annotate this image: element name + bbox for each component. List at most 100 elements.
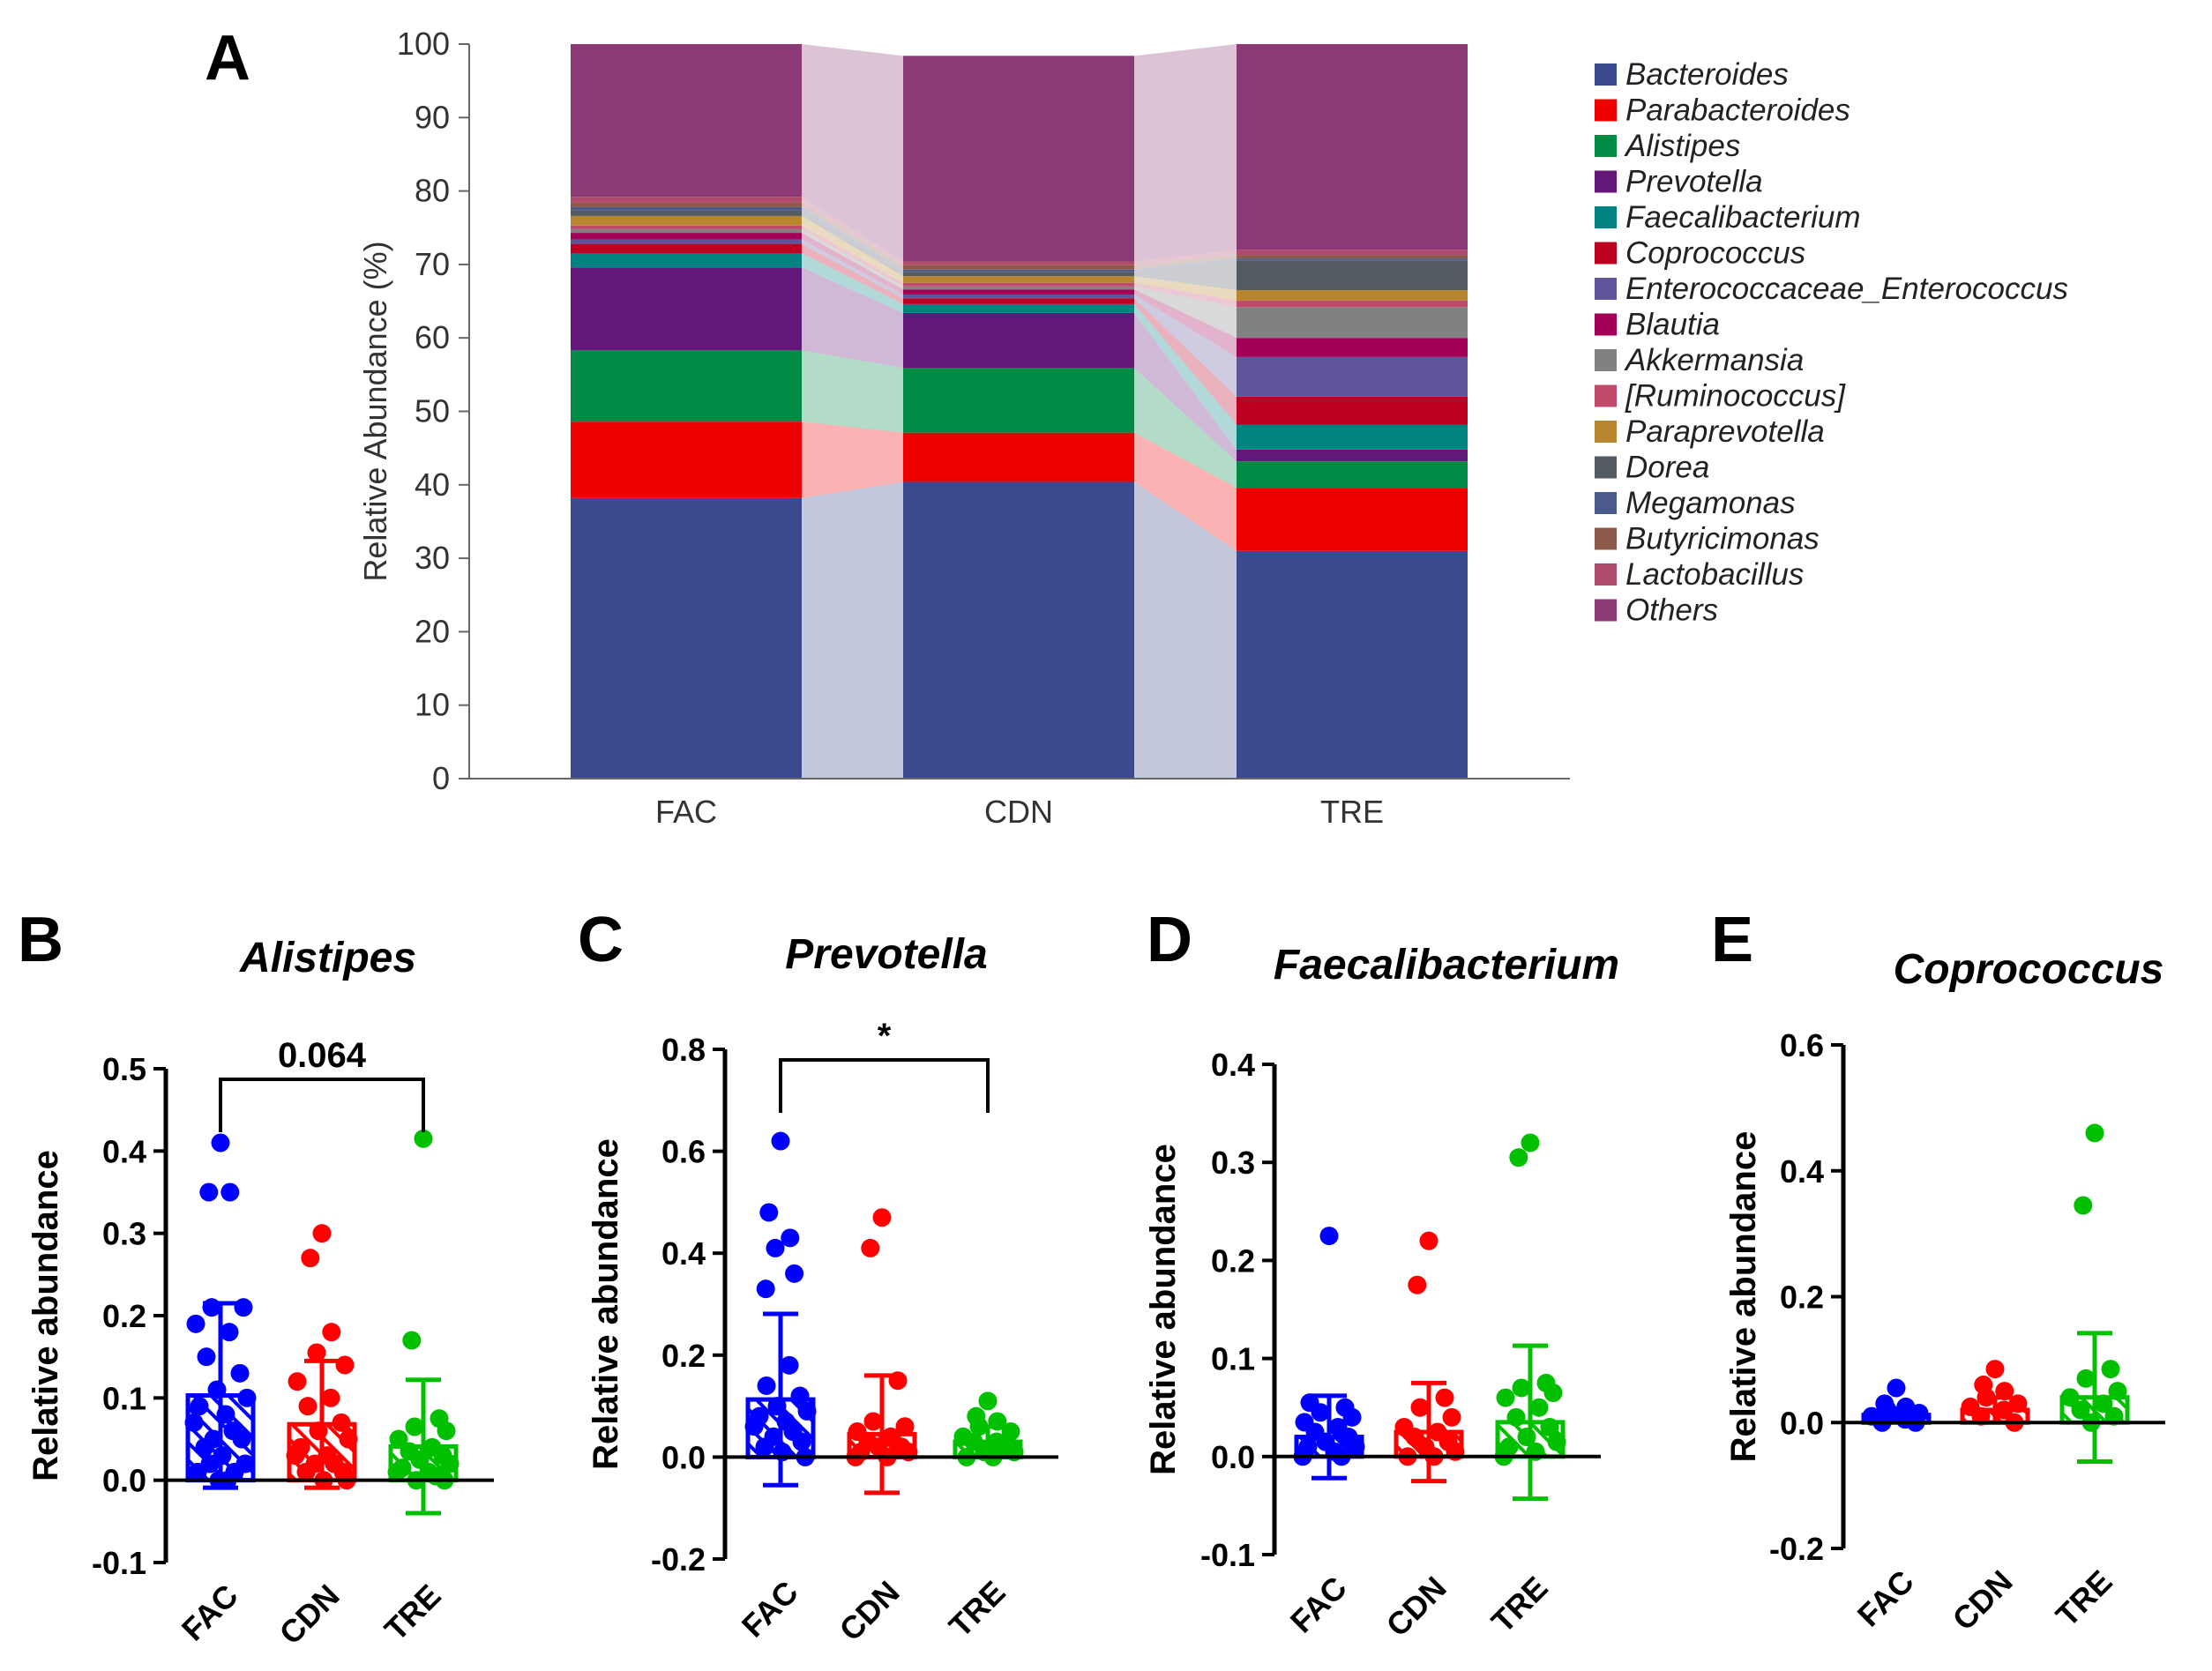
data-point-cdn xyxy=(339,1429,358,1449)
y-tick-label: 0.5 xyxy=(102,1051,146,1087)
data-point-cdn xyxy=(1442,1407,1461,1427)
segment-fac-paraprevotella xyxy=(571,215,802,226)
data-point-fac xyxy=(232,1429,251,1449)
y-tick-label: 0.0 xyxy=(1211,1439,1255,1475)
x-tick-label: CDN xyxy=(984,794,1053,830)
connector-dorea xyxy=(802,210,903,277)
x-tick-label: TRE xyxy=(377,1578,448,1648)
y-tick-label: 0.2 xyxy=(1780,1279,1824,1316)
data-point-fac xyxy=(1311,1403,1330,1422)
data-point-fac xyxy=(755,1437,774,1457)
connector-others xyxy=(802,44,903,262)
x-tick-label: CDN xyxy=(273,1578,347,1652)
legend-entry: Dorea xyxy=(1625,451,1709,485)
chart-d-faecalibacterium: Faecalibacterium -0.1 0.0 0.1 0.2 0.3 0.4 Relat… xyxy=(1144,942,1619,1644)
data-point-fac xyxy=(197,1347,216,1367)
connector-alistipes xyxy=(802,350,903,433)
segment-cdn-others xyxy=(903,56,1134,262)
connector-prevotella xyxy=(1134,312,1237,462)
data-point-fac xyxy=(230,1363,250,1383)
chart-b-alistipes: Alistipes -0.1 0.0 0.1 0.2 0.3 0.4 0.5 Relative … xyxy=(26,935,494,1652)
segment-fac-parabacteroides xyxy=(571,421,802,498)
segment-cdn-coprococcus xyxy=(903,298,1134,304)
y-tick-label: 0.3 xyxy=(102,1216,146,1252)
x-tick-label: TRE xyxy=(1484,1570,1555,1640)
connector-megamonas xyxy=(802,206,903,272)
y-tick-label: 40 xyxy=(415,466,450,503)
segment-fac-akkermansia xyxy=(571,228,802,234)
legend-swatch-enterococcaceae-enterococcus xyxy=(1595,278,1617,300)
legend-entry: Others xyxy=(1625,593,1718,628)
y-tick-label: 0.4 xyxy=(1780,1153,1824,1190)
data-point-fac xyxy=(220,1323,239,1342)
segment-fac-dorea xyxy=(571,210,802,216)
legend-swatch-akkermansia xyxy=(1595,349,1617,371)
legend-entry: Prevotella xyxy=(1625,165,1763,199)
y-axis-label: Relative Abundance (%) xyxy=(357,241,393,581)
panel-title: Faecalibacterium xyxy=(1274,942,1619,988)
legend-entry: Faecalibacterium xyxy=(1625,200,1861,235)
data-point-cdn xyxy=(322,1323,341,1342)
segment-fac-lactobacillus xyxy=(571,197,802,203)
legend-entry: Paraprevotella xyxy=(1625,414,1825,449)
y-tick-label: 0.6 xyxy=(1780,1027,1824,1063)
y-axis-label: Relative abundance xyxy=(26,1150,65,1481)
legend-swatch-megamonas xyxy=(1595,492,1617,514)
segment-tre-paraprevotella xyxy=(1237,290,1468,301)
data-point-tre xyxy=(2108,1382,2127,1401)
connector-bacteroides xyxy=(802,481,903,779)
y-tick-label: 0.0 xyxy=(661,1439,706,1475)
connector-blautia xyxy=(1134,289,1237,357)
segment-fac-megamonas xyxy=(571,206,802,211)
legend-entry: Enterococcaceae_Enterococcus xyxy=(1625,272,2068,306)
legend-swatch-bacteroides xyxy=(1595,63,1617,86)
y-axis-label: Relative abundance xyxy=(587,1138,625,1470)
data-point-fac xyxy=(186,1314,206,1333)
legend-swatch-dorea xyxy=(1595,456,1617,479)
segment-tre-prevotella xyxy=(1237,449,1468,462)
legend-swatch-coprococcus xyxy=(1595,242,1617,265)
legend-entry: Akkermansia xyxy=(1624,343,1804,377)
segment-fac-prevotella xyxy=(571,267,802,351)
y-tick-label: 50 xyxy=(415,393,450,429)
data-point-tre xyxy=(1517,1428,1536,1447)
data-point-cdn xyxy=(335,1355,355,1375)
data-point-tre xyxy=(1529,1398,1549,1417)
data-point-cdn xyxy=(288,1372,307,1391)
segment-fac-enterococcaceae-enterococcus xyxy=(571,239,802,244)
significance-bracket xyxy=(219,1078,425,1132)
y-tick-label: 10 xyxy=(415,687,450,723)
y-tick-label: 0.0 xyxy=(1780,1405,1824,1441)
segment-tre-parabacteroides xyxy=(1237,488,1468,551)
panel-letter-a: A xyxy=(205,23,250,93)
legend-entry: Alistipes xyxy=(1624,129,1740,163)
data-point-tre xyxy=(1496,1388,1515,1407)
connector-blautia xyxy=(802,233,903,295)
data-point-fac xyxy=(785,1264,804,1283)
data-point-cdn xyxy=(321,1388,340,1407)
panel-title: Alistipes xyxy=(239,935,416,981)
y-tick-label: -0.2 xyxy=(1769,1531,1824,1567)
segment-tre-faecalibacterium xyxy=(1237,424,1468,450)
y-tick-label: 70 xyxy=(415,246,450,282)
data-point-cdn xyxy=(2008,1394,2028,1414)
connector-others xyxy=(1134,44,1237,262)
segment-tre-others xyxy=(1237,44,1468,250)
legend-swatch-prevotella xyxy=(1595,170,1617,193)
legend-a: BacteroidesParabacteroidesAlistipesPrevo… xyxy=(1595,57,2068,628)
data-point-cdn xyxy=(863,1412,883,1431)
y-tick-label: -0.1 xyxy=(1200,1537,1255,1573)
legend-entry: Blautia xyxy=(1625,308,1720,342)
data-point-tre xyxy=(2085,1123,2104,1143)
data-point-fac xyxy=(767,1397,787,1416)
data-point-cdn xyxy=(296,1462,316,1481)
segment-tre-dorea xyxy=(1237,260,1468,291)
connector-enterococcaceae-enterococcus xyxy=(1134,295,1237,397)
data-point-tre xyxy=(988,1412,1007,1431)
y-tick-label: 0.8 xyxy=(661,1032,706,1068)
data-point-tre xyxy=(2094,1394,2113,1414)
significance-label: * xyxy=(878,1017,892,1056)
data-point-tre xyxy=(387,1462,407,1481)
x-tick-label: FAC xyxy=(735,1574,805,1645)
segment-tre-enterococcaceae-enterococcus xyxy=(1237,356,1468,397)
